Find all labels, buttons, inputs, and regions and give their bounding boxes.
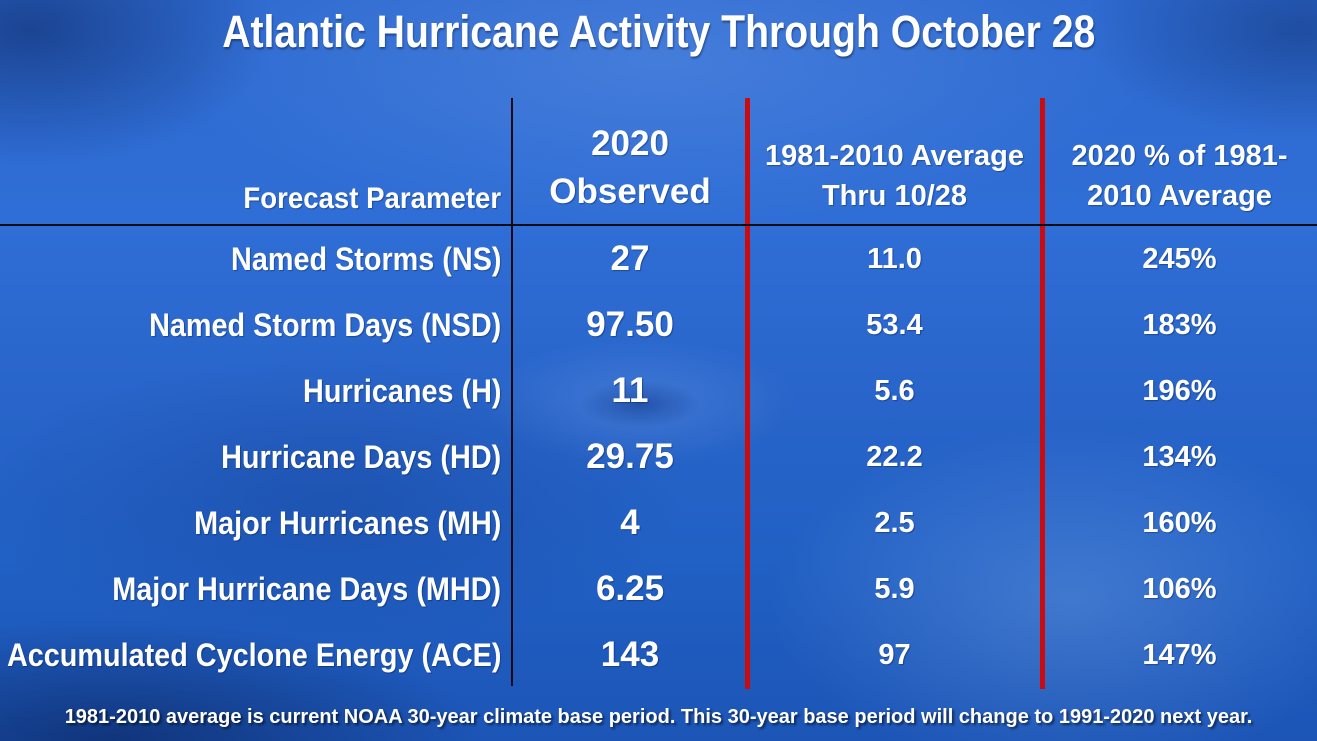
average-cell: 11.0 — [867, 242, 922, 275]
param-cell: Named Storms (NS) — [230, 240, 501, 277]
observed-cell: 27 — [610, 239, 650, 278]
col-header-forecast-parameter: Forecast Parameter — [243, 182, 501, 215]
col-header-2020-observed: 2020 Observed — [549, 124, 711, 211]
percent-cell: 106% — [1142, 572, 1217, 605]
observed-cell: 6.25 — [595, 569, 665, 608]
page-title-text: Atlantic Hurricane Activity Through Octo… — [221, 6, 1096, 57]
percent-cell: 196% — [1142, 374, 1217, 407]
observed-cell: 143 — [600, 635, 660, 674]
average-cell: 2.5 — [874, 506, 915, 539]
col-header-1981-2010-average: 1981-2010 Average Thru 10/28 — [764, 140, 1025, 212]
observed-cell: 4 — [620, 503, 640, 542]
column-divider-red-right — [1040, 98, 1045, 689]
column-divider-black — [511, 98, 513, 686]
percent-cell: 134% — [1142, 440, 1217, 473]
col-header-2020-percent-of-average: 2020 % of 1981- 2010 Average — [1071, 140, 1288, 212]
param-cell: Major Hurricane Days (MHD) — [112, 570, 501, 607]
header-divider-line — [0, 224, 1317, 226]
observed-cell: 97.50 — [586, 305, 674, 344]
average-cell: 22.2 — [866, 440, 923, 473]
param-cell: Major Hurricanes (MH) — [193, 504, 501, 541]
observed-cell: 29.75 — [586, 437, 674, 476]
param-cell: Hurricane Days (HD) — [220, 438, 501, 475]
column-divider-red-left — [745, 98, 750, 689]
percent-cell: 245% — [1142, 242, 1217, 275]
percent-cell: 183% — [1142, 308, 1217, 341]
percent-cell: 160% — [1142, 506, 1217, 539]
average-cell: 5.9 — [874, 572, 915, 605]
data-table: Forecast Parameter 2020 Observed 1981-20… — [0, 97, 1317, 688]
average-cell: 53.4 — [866, 308, 923, 341]
page-title: Atlantic Hurricane Activity Through Octo… — [0, 6, 1317, 58]
footnote: 1981-2010 average is current NOAA 30-yea… — [64, 706, 1253, 728]
param-cell: Accumulated Cyclone Energy (ACE) — [6, 636, 501, 673]
observed-cell: 11 — [611, 371, 649, 410]
average-cell: 5.6 — [874, 374, 915, 407]
average-cell: 97 — [878, 638, 911, 671]
param-cell: Hurricanes (H) — [302, 372, 501, 409]
param-cell: Named Storm Days (NSD) — [148, 306, 501, 343]
percent-cell: 147% — [1142, 638, 1217, 671]
